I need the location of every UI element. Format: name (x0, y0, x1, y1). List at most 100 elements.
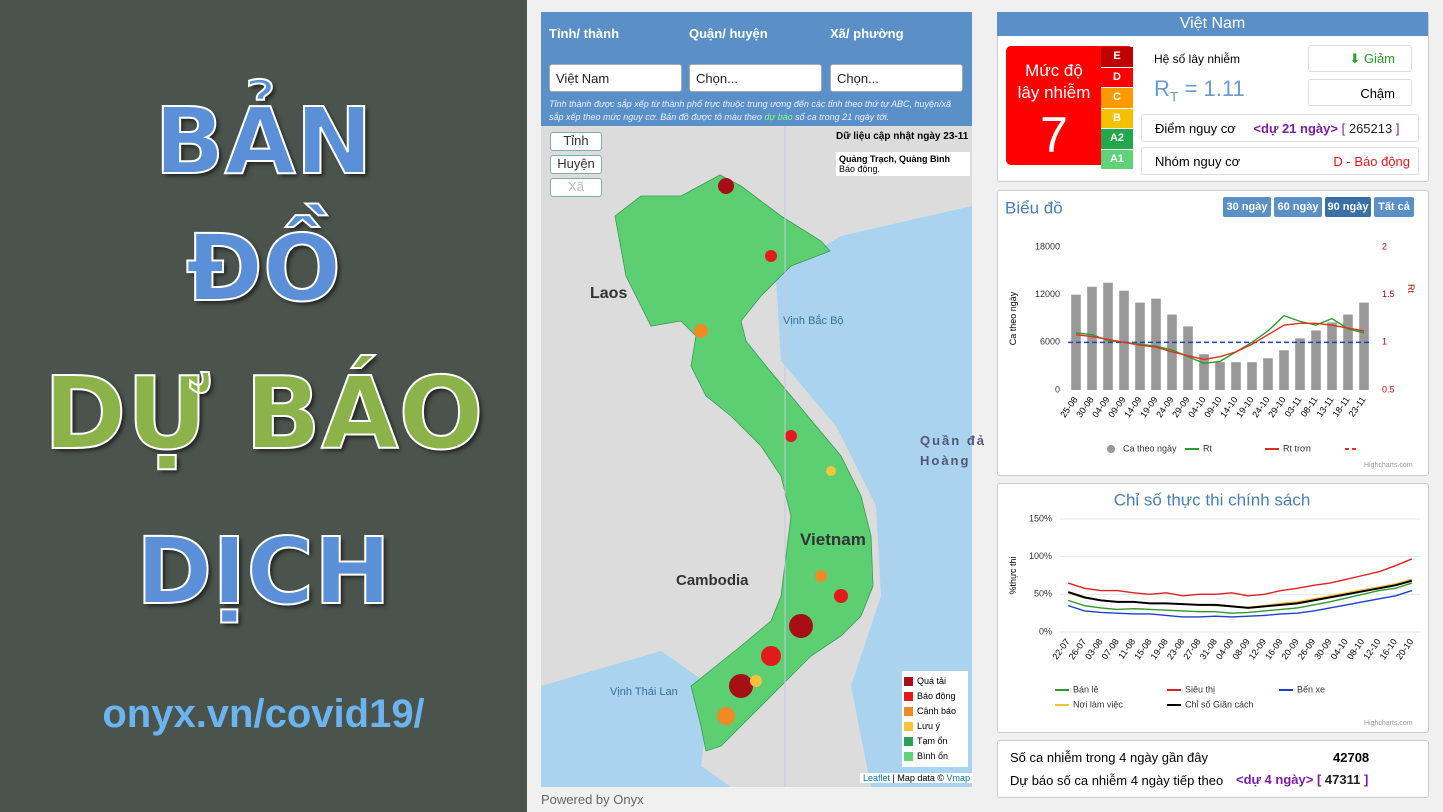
bar (1199, 354, 1209, 390)
rt: RT = 1.11 (1154, 76, 1245, 104)
y2-tick-label: 0.5 (1382, 384, 1395, 394)
chart-title: Biểu đồ (1005, 198, 1063, 217)
label: Số ca nhiễm trong 4 ngày gần đây (1010, 750, 1209, 765)
y-tick-label: 100% (1029, 551, 1052, 561)
rt-value: = 1.11 (1184, 76, 1245, 101)
level-step: A1 (1101, 149, 1133, 170)
line (1067, 579, 1413, 609)
selector-label: Xã/ phường (830, 26, 904, 41)
note: Tỉnh thành được sắp xếp từ thành phố trự… (549, 99, 952, 122)
credit: Highcharts.com (1364, 720, 1413, 727)
legend-swatch (904, 752, 913, 762)
text: | Map data © (890, 773, 947, 783)
legend-label: Bình ổn (917, 751, 949, 761)
banner-line: DỊCH (135, 517, 392, 626)
y-axis-title: Ca theo ngày (1008, 291, 1018, 345)
place: Vịnh Bắc Bộ (783, 315, 844, 327)
tooltip-title: Quảng Trạch, Quảng Bình (839, 154, 951, 164)
selector-label: Quận/ huyện (689, 26, 768, 41)
range-button[interactable]: Tất cả (1374, 197, 1414, 217)
bar (1247, 362, 1257, 390)
rt-symbol: R (1154, 76, 1170, 101)
bar (1327, 322, 1337, 390)
y2-tick-label: 1.5 (1382, 289, 1395, 299)
level-step: B (1101, 108, 1133, 129)
range-button[interactable]: 60 ngày (1274, 197, 1322, 217)
link[interactable]: Vmap (946, 773, 971, 783)
selector-label: Tỉnh/ thành (549, 26, 620, 41)
region: Việt Nam (997, 12, 1428, 36)
range-button[interactable]: 90 ngày (1325, 197, 1371, 217)
legend-label: Bán lẻ (1073, 684, 1099, 694)
legend-label: Rt trơn (1283, 443, 1311, 453)
y2-tick-label: 1 (1382, 337, 1387, 347)
bar (1343, 314, 1353, 390)
trend: ⬇ Giảm (1308, 45, 1412, 72)
legend-swatch (904, 737, 913, 747)
level-scale: E D C B A2 A1 (1101, 47, 1133, 170)
note: số ca trong 21 ngày tới. (792, 112, 890, 122)
level-step: C (1101, 88, 1133, 109)
speed: Chậm (1308, 79, 1412, 106)
map-level-button[interactable]: Huyện (550, 155, 602, 174)
legend-label: Rt (1203, 443, 1212, 453)
vietnam[interactable] (614, 174, 874, 752)
banner-line: DỰ BÁO (43, 354, 485, 473)
legend-label: Chỉ số Giãn cách (1185, 699, 1254, 709)
bar (1103, 282, 1113, 390)
legend-label: Báo động (917, 691, 956, 701)
selector[interactable]: Việt Nam (549, 64, 682, 92)
note-link[interactable]: dự báo (764, 112, 793, 122)
hotspots (694, 178, 848, 725)
selector[interactable]: Chọn... (830, 64, 963, 92)
policy-panel (997, 483, 1429, 733)
legend-label: Tạm ổn (917, 736, 948, 746)
y-axis-title: %thực thi (1008, 556, 1018, 594)
bar (1183, 326, 1193, 390)
bar (1151, 298, 1161, 390)
place: Laos (590, 285, 628, 302)
range-button[interactable]: 30 ngày (1223, 197, 1271, 217)
label: Điểm nguy cơ (1155, 121, 1236, 136)
banner-line: ĐỒ (185, 214, 342, 323)
legend-swatch (904, 707, 913, 717)
map-level-button[interactable]: Tỉnh (550, 132, 602, 151)
x-tick-label: 23-11 (1347, 395, 1368, 419)
y-tick-label: 18000 (1035, 241, 1060, 251)
legend-item: Quá tải (904, 674, 966, 689)
risk-group: Nhóm nguy cơ D - Báo động (1141, 147, 1419, 175)
bar (1135, 302, 1145, 390)
map[interactable] (541, 126, 972, 787)
line (1075, 322, 1365, 361)
legend-label: Nơi làm việc (1073, 699, 1123, 709)
place: Cambodia (676, 572, 749, 589)
y-tick-label: 0 (1055, 384, 1060, 394)
line (1067, 582, 1413, 614)
chart-title: Chỉ số thực thi chính sách (1114, 490, 1311, 509)
note: <dự 4 ngày> (1236, 772, 1314, 787)
value: 47311 (1324, 772, 1361, 787)
recent: 42708 (1333, 750, 1370, 765)
level-title: Mức độ lây nhiễm (1017, 61, 1091, 102)
selector[interactable]: Chọn... (689, 64, 822, 92)
bar (1087, 286, 1097, 390)
legend-item: Cảnh báo (904, 704, 966, 719)
place: Vietnam (800, 530, 866, 549)
legend-label: Cảnh báo (917, 706, 957, 716)
y-tick-label: 150% (1029, 513, 1052, 523)
note: <dự 21 ngày> (1253, 121, 1338, 136)
legend-label: Bến xe (1297, 684, 1325, 694)
map-level-button[interactable]: Xã (550, 178, 602, 197)
credit: Highcharts.com (1364, 462, 1413, 469)
line (1067, 558, 1413, 597)
forecast-next: <dự 4 ngày> [ 47311 ] (1236, 772, 1369, 787)
legend-symbol (1107, 445, 1115, 453)
bar (1311, 330, 1321, 390)
banner-line: BẢN (153, 87, 373, 196)
x-tick-label: 07-08 (1099, 637, 1120, 662)
link[interactable]: Leaflet (863, 773, 891, 783)
x-tick-label: 20-10 (1394, 637, 1415, 662)
tooltip-text: Báo động. (839, 164, 881, 174)
label: Nhóm nguy cơ (1155, 154, 1241, 169)
